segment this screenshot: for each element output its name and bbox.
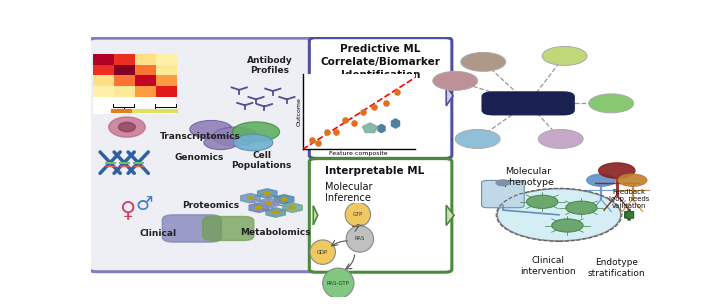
- FancyArrow shape: [313, 86, 318, 105]
- Circle shape: [496, 180, 510, 186]
- Circle shape: [310, 240, 335, 264]
- Ellipse shape: [119, 122, 135, 132]
- Text: ♂: ♂: [135, 195, 153, 214]
- Text: Interpretable ML: Interpretable ML: [325, 166, 424, 176]
- Text: Metabolomics: Metabolomics: [240, 228, 311, 237]
- Ellipse shape: [106, 79, 137, 109]
- Text: Cell
Populations: Cell Populations: [232, 151, 292, 170]
- Text: Transcriptomics: Transcriptomics: [159, 132, 240, 141]
- Text: Molecular
Inference: Molecular Inference: [325, 182, 373, 203]
- Circle shape: [213, 127, 258, 146]
- Circle shape: [266, 202, 272, 204]
- Text: Proteomics: Proteomics: [182, 201, 240, 210]
- FancyArrow shape: [625, 209, 634, 221]
- Text: Predictive ML
Correlate/Biomarker
Identification: Predictive ML Correlate/Biomarker Identi…: [321, 44, 440, 80]
- Circle shape: [526, 195, 558, 209]
- Text: Clinical
intervention: Clinical intervention: [520, 256, 576, 277]
- Text: ♀: ♀: [119, 200, 135, 220]
- Point: [340, 118, 351, 123]
- Circle shape: [542, 47, 587, 65]
- Text: RAS-GTP: RAS-GTP: [327, 281, 350, 286]
- Text: Antibody
Profiles: Antibody Profiles: [247, 56, 293, 75]
- Circle shape: [232, 122, 279, 142]
- FancyBboxPatch shape: [481, 180, 524, 208]
- Circle shape: [552, 219, 583, 232]
- FancyBboxPatch shape: [482, 92, 574, 115]
- Point: [330, 129, 342, 134]
- Circle shape: [345, 202, 371, 227]
- Circle shape: [565, 201, 597, 214]
- Ellipse shape: [132, 78, 159, 107]
- FancyArrow shape: [446, 86, 453, 106]
- Point: [389, 120, 400, 125]
- Circle shape: [618, 174, 647, 186]
- Text: ~: ~: [355, 221, 364, 231]
- Point: [391, 90, 403, 95]
- Point: [375, 126, 387, 131]
- FancyArrow shape: [313, 85, 315, 105]
- Circle shape: [346, 226, 374, 252]
- Text: GDP: GDP: [317, 249, 328, 255]
- Point: [313, 140, 324, 145]
- FancyBboxPatch shape: [89, 38, 321, 272]
- Text: GTP: GTP: [353, 212, 363, 217]
- FancyArrow shape: [446, 205, 454, 225]
- Circle shape: [433, 71, 478, 90]
- FancyArrow shape: [313, 206, 318, 225]
- Point: [348, 120, 360, 125]
- Text: Genomics: Genomics: [174, 153, 224, 162]
- Text: RAS: RAS: [355, 237, 365, 241]
- Circle shape: [538, 129, 583, 148]
- FancyArrow shape: [625, 209, 634, 221]
- Ellipse shape: [109, 117, 146, 137]
- Circle shape: [586, 174, 615, 186]
- FancyBboxPatch shape: [203, 217, 254, 241]
- Point: [358, 110, 369, 115]
- Circle shape: [460, 52, 505, 71]
- Circle shape: [248, 197, 253, 199]
- Circle shape: [256, 207, 261, 209]
- Text: Clinical: Clinical: [139, 229, 177, 238]
- Circle shape: [290, 207, 295, 209]
- Y-axis label: Outcome: Outcome: [296, 97, 301, 126]
- Text: Feedback
loop, needs
validation: Feedback loop, needs validation: [609, 189, 649, 209]
- Point: [321, 130, 333, 135]
- Circle shape: [204, 136, 237, 150]
- FancyBboxPatch shape: [162, 215, 222, 242]
- Circle shape: [323, 268, 354, 298]
- FancyBboxPatch shape: [309, 159, 452, 272]
- Circle shape: [455, 129, 500, 148]
- Circle shape: [190, 120, 232, 139]
- X-axis label: Feature composite: Feature composite: [329, 151, 388, 156]
- Circle shape: [599, 163, 635, 178]
- Point: [380, 100, 392, 105]
- Circle shape: [281, 198, 287, 201]
- Circle shape: [589, 94, 634, 113]
- Circle shape: [264, 192, 270, 195]
- FancyBboxPatch shape: [309, 38, 452, 158]
- Circle shape: [273, 211, 279, 214]
- Text: Endotype
stratification: Endotype stratification: [588, 257, 646, 278]
- Point: [369, 104, 380, 109]
- Text: Molecular
phenotype: Molecular phenotype: [502, 168, 554, 188]
- Circle shape: [234, 134, 273, 151]
- Point: [306, 138, 317, 143]
- Circle shape: [497, 189, 620, 241]
